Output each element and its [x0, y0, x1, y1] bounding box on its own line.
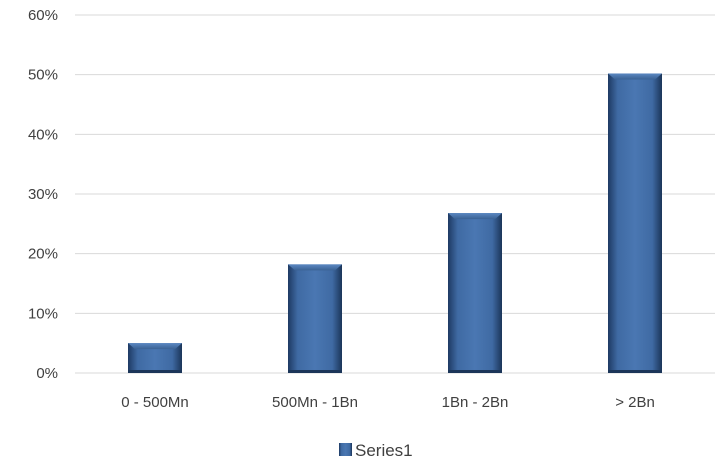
bar-base-shade: [448, 370, 502, 373]
y-tick-label: 40%: [28, 126, 58, 143]
bar-base-shade: [288, 370, 342, 373]
bar-bevel: [128, 343, 182, 350]
y-tick-label: 0%: [36, 365, 58, 382]
bar-base-shade: [128, 370, 182, 373]
y-tick-label: 50%: [28, 67, 58, 84]
bar: [448, 213, 502, 373]
bar-bevel: [608, 73, 662, 80]
x-category-label: 1Bn - 2Bn: [442, 394, 509, 411]
legend-label-series1: Series1: [355, 441, 413, 460]
x-category-label: 500Mn - 1Bn: [272, 394, 358, 411]
gridlines: [75, 14, 715, 374]
y-tick-label: 20%: [28, 246, 58, 263]
bar-bevel: [288, 264, 342, 271]
y-tick-label: 10%: [28, 305, 58, 322]
y-tick-label: 30%: [28, 186, 58, 203]
bar-bevel: [448, 213, 502, 220]
bar-body: [608, 73, 662, 374]
legend: Series1: [339, 441, 413, 460]
bar-body: [288, 264, 342, 373]
y-tick-label: 60%: [28, 7, 58, 24]
bar: [288, 264, 342, 373]
x-category-label: > 2Bn: [615, 394, 655, 411]
bar: [608, 73, 662, 374]
legend-swatch-series1: [339, 443, 352, 456]
bar-body: [448, 213, 502, 373]
bars: [128, 73, 662, 374]
bar-base-shade: [608, 370, 662, 373]
y-axis: 0% 10% 20% 30% 40% 50% 60%: [28, 7, 58, 382]
x-category-label: 0 - 500Mn: [121, 394, 189, 411]
bar: [128, 343, 182, 373]
x-axis: 0 - 500Mn 500Mn - 1Bn 1Bn - 2Bn > 2Bn: [121, 394, 655, 411]
